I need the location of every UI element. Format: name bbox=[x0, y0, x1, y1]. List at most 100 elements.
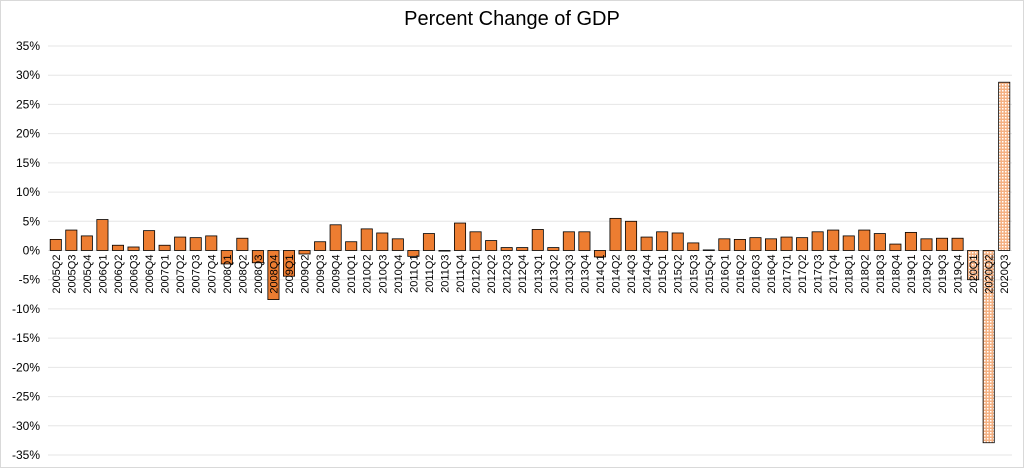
bar-2015Q2 bbox=[671, 232, 684, 251]
bar-2017Q4 bbox=[827, 229, 840, 251]
bar-2007Q1 bbox=[158, 244, 171, 251]
x-tick-label: 2017Q3 bbox=[813, 255, 825, 294]
bar-2009Q4 bbox=[329, 224, 342, 251]
bar-2018Q4 bbox=[889, 243, 902, 251]
x-tick-label: 2019Q1 bbox=[906, 255, 918, 294]
x-tick-label: 2011Q3 bbox=[439, 255, 451, 293]
x-tick-label: 2012Q3 bbox=[502, 255, 514, 294]
bar-2018Q3 bbox=[873, 233, 886, 251]
x-tick-label: 2009Q2 bbox=[300, 255, 312, 294]
y-tick-label: -10% bbox=[12, 302, 40, 316]
bar-2011Q4 bbox=[454, 222, 467, 251]
x-tick-label: 2012Q4 bbox=[517, 255, 529, 294]
x-tick-label: 2011Q1 bbox=[408, 255, 420, 293]
x-tick-label: 2016Q4 bbox=[766, 255, 778, 294]
x-tick-label: 2010Q1 bbox=[346, 255, 358, 294]
y-tick-label: 20% bbox=[16, 127, 40, 141]
bar-2005Q4 bbox=[80, 235, 93, 251]
bar-2014Q3 bbox=[625, 220, 638, 251]
x-tick-label: 2006Q3 bbox=[129, 255, 141, 294]
x-tick-label: 2017Q2 bbox=[797, 255, 809, 294]
y-tick-label: 25% bbox=[16, 97, 40, 111]
bar-2017Q2 bbox=[796, 237, 809, 251]
bar-2009Q2 bbox=[298, 250, 311, 255]
bar-2006Q4 bbox=[143, 230, 156, 251]
bar-2006Q1 bbox=[96, 219, 109, 251]
x-tick-label: 2010Q3 bbox=[377, 255, 389, 294]
bar-2014Q4 bbox=[640, 236, 653, 251]
x-tick-label: 2009Q3 bbox=[315, 255, 327, 294]
x-tick-label: 2013Q1 bbox=[533, 255, 545, 294]
x-tick-label: 2013Q2 bbox=[548, 255, 560, 294]
y-tick-label: 0% bbox=[23, 244, 41, 258]
bar-2019Q3 bbox=[936, 237, 949, 251]
x-tick-label: 2014Q1 bbox=[595, 255, 607, 294]
x-tick-label: 2007Q2 bbox=[175, 255, 187, 294]
bar-2020Q1 bbox=[967, 250, 980, 281]
x-tick-label: 2010Q4 bbox=[393, 255, 405, 294]
bar-2016Q4 bbox=[765, 238, 777, 251]
x-tick-label: 2016Q2 bbox=[735, 255, 747, 294]
x-tick-label: 2010Q2 bbox=[362, 255, 374, 294]
x-tick-label: 2007Q3 bbox=[191, 255, 203, 294]
x-tick-label: 2009Q1 bbox=[284, 255, 296, 294]
bar-2020Q3 bbox=[998, 81, 1011, 251]
x-tick-label: 2007Q4 bbox=[206, 255, 218, 294]
y-axis-ticks: -35% -30% -25% -20% -15% -10% -5% 0% 5% 10% 15% 20%… bbox=[12, 39, 40, 462]
bar-2019Q2 bbox=[920, 238, 933, 251]
x-tick-label: 2009Q4 bbox=[331, 255, 343, 294]
bar-2013Q4 bbox=[578, 231, 591, 251]
x-tick-label: 2016Q3 bbox=[750, 255, 762, 294]
bar-2014Q2 bbox=[609, 217, 622, 251]
bar-2007Q4 bbox=[205, 235, 218, 251]
bar-2005Q3 bbox=[65, 229, 78, 251]
x-tick-label: 2016Q1 bbox=[719, 255, 731, 294]
x-tick-label: 2012Q1 bbox=[471, 255, 483, 294]
bar-2020Q2 bbox=[982, 250, 995, 444]
bar-2009Q1 bbox=[283, 250, 295, 277]
x-tick-label: 2008Q2 bbox=[237, 255, 249, 294]
bar-2015Q4 bbox=[702, 249, 715, 251]
y-tick-label: 10% bbox=[16, 185, 40, 199]
x-tick-label: 2008Q3 bbox=[253, 255, 265, 294]
bar-2015Q3 bbox=[687, 242, 700, 251]
x-tick-label: 2018Q1 bbox=[844, 255, 856, 294]
y-tick-label: 35% bbox=[16, 39, 40, 53]
bar-2017Q3 bbox=[811, 231, 824, 251]
x-axis-ticks: 2005Q2 2005Q3 2005Q4 2006Q1 2006Q2 2006Q3 2006… bbox=[51, 255, 1011, 294]
bar-2013Q1 bbox=[531, 229, 544, 251]
bar-2006Q2 bbox=[111, 244, 124, 251]
bar-2011Q2 bbox=[422, 233, 435, 251]
x-tick-label: 2018Q2 bbox=[859, 255, 871, 294]
bar-2010Q1 bbox=[345, 241, 358, 251]
x-tick-label: 2020Q2 bbox=[984, 255, 996, 294]
bar-2007Q2 bbox=[174, 236, 187, 251]
bars bbox=[49, 81, 1011, 444]
y-tick-label: 30% bbox=[16, 68, 40, 82]
bar-2013Q3 bbox=[562, 231, 575, 251]
y-tick-label: -30% bbox=[12, 419, 40, 433]
bar-2007Q3 bbox=[189, 237, 202, 251]
x-tick-label: 2007Q1 bbox=[160, 255, 172, 294]
x-tick-label: 2014Q3 bbox=[626, 255, 638, 294]
y-tick-label: 15% bbox=[16, 156, 40, 170]
bar-2012Q1 bbox=[469, 231, 482, 251]
bar-2016Q2 bbox=[733, 238, 746, 251]
x-tick-label: 2013Q3 bbox=[564, 255, 576, 294]
x-tick-label: 2014Q4 bbox=[642, 255, 654, 294]
bar-2008Q4 bbox=[267, 250, 280, 300]
bar-2005Q2 bbox=[49, 238, 62, 251]
bar-2019Q4 bbox=[951, 237, 964, 251]
bar-2012Q4 bbox=[516, 247, 529, 251]
x-tick-label: 2012Q2 bbox=[486, 255, 498, 294]
x-tick-label: 2005Q3 bbox=[66, 255, 78, 294]
bar-2010Q3 bbox=[376, 232, 389, 251]
x-tick-label: 2008Q1 bbox=[222, 255, 234, 294]
bar-2012Q2 bbox=[485, 240, 498, 251]
x-tick-label: 2011Q2 bbox=[424, 255, 436, 293]
bar-2009Q3 bbox=[314, 241, 327, 251]
bar-2016Q1 bbox=[718, 238, 731, 251]
x-tick-label: 2015Q4 bbox=[704, 255, 716, 294]
